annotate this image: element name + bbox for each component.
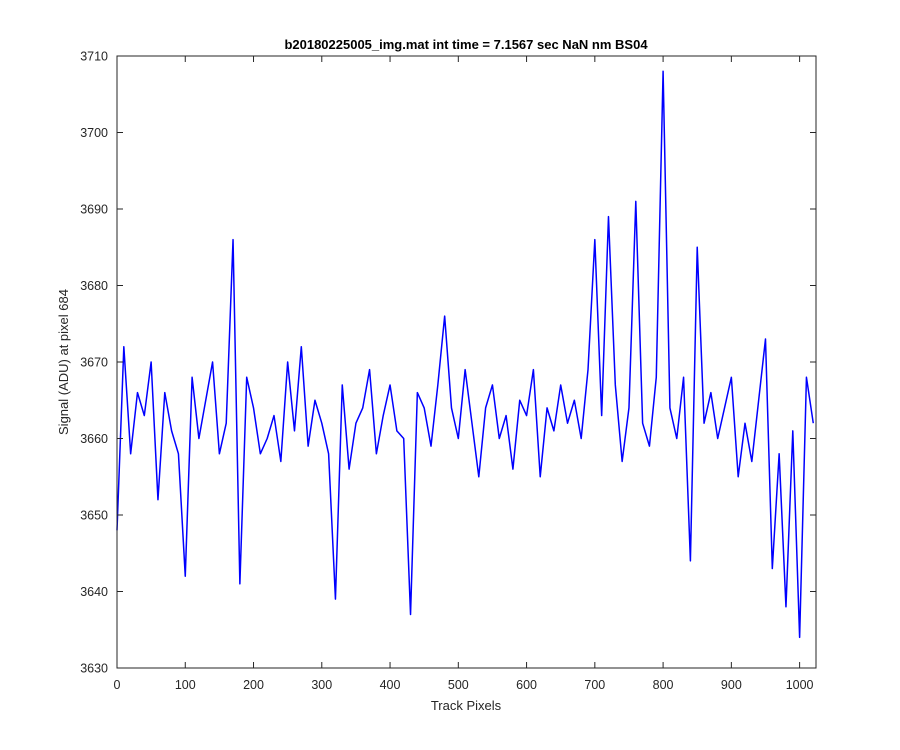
x-tick-label: 100	[175, 678, 196, 692]
y-tick-label: 3680	[80, 279, 108, 293]
y-tick-label: 3630	[80, 662, 108, 676]
x-tick-label: 1000	[786, 678, 814, 692]
signal-series-line	[116, 70, 815, 639]
y-axis-label: Signal (ADU) at pixel 684	[56, 289, 71, 435]
x-tick-label: 0	[114, 678, 121, 692]
y-tick-label: 3670	[80, 356, 108, 370]
y-tick-label: 3710	[80, 50, 108, 64]
x-tick-label: 800	[653, 678, 674, 692]
chart-title: b20180225005_img.mat int time = 7.1567 s…	[284, 37, 648, 52]
y-tick-label: 3660	[80, 432, 108, 446]
x-tick-label: 300	[311, 678, 332, 692]
x-tick-label: 200	[243, 678, 264, 692]
series-layer	[116, 70, 815, 639]
x-tick-label: 500	[448, 678, 469, 692]
y-tick-label: 3640	[80, 585, 108, 599]
x-tick-label: 400	[380, 678, 401, 692]
x-axis-label: Track Pixels	[431, 698, 502, 713]
x-tick-label: 600	[516, 678, 537, 692]
tick-layer: 0 100 200 300 400 500 600 700 800 900 1000 3630 3640…	[80, 50, 816, 692]
y-tick-label: 3700	[80, 126, 108, 140]
y-tick-label: 3650	[80, 509, 108, 523]
x-tick-label: 700	[584, 678, 605, 692]
x-tick-label: 900	[721, 678, 742, 692]
y-tick-label: 3690	[80, 203, 108, 217]
plot-area	[117, 56, 816, 668]
